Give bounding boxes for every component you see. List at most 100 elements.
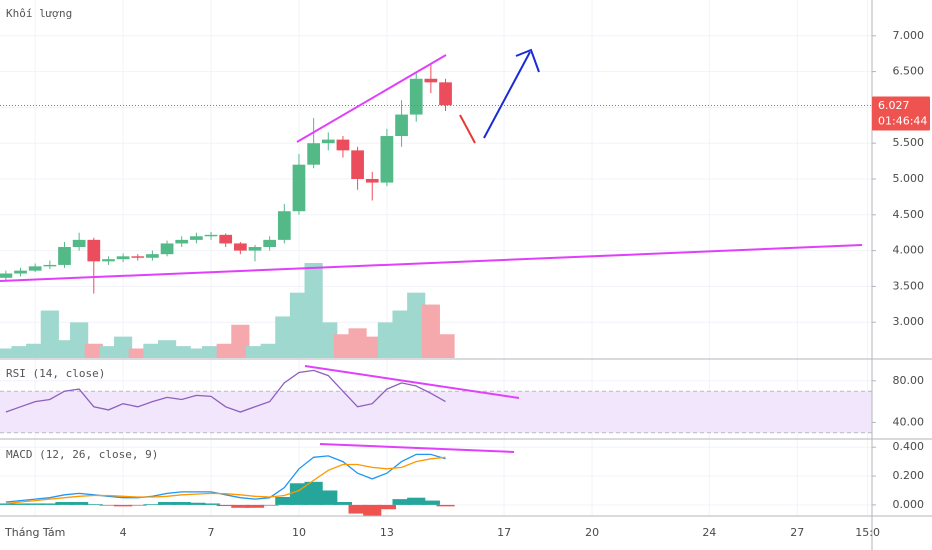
macd-divergence: [319, 443, 515, 453]
volume-bar: [143, 343, 162, 358]
volume-bar: [216, 343, 235, 358]
macd-histogram-bar: [0, 503, 15, 505]
candle-body: [292, 164, 306, 212]
macd-histogram-bar: [275, 496, 294, 505]
y-tick-label: 6.500: [893, 65, 925, 78]
volume-bar: [55, 340, 74, 358]
volume-bar: [157, 340, 177, 358]
macd-histogram-bar: [245, 504, 265, 508]
x-tick-label: 10: [292, 526, 306, 539]
macd-histogram-bar: [231, 504, 250, 508]
y-tick-label: 0.000: [893, 498, 925, 511]
volume-bar: [84, 343, 103, 358]
volume-bar: [114, 336, 133, 358]
macd-histogram-bar: [187, 502, 206, 505]
candle-body: [321, 139, 335, 144]
y-tick-label: 40.00: [893, 415, 925, 428]
up-arrow: [483, 51, 531, 139]
macd-histogram-bar: [70, 502, 89, 505]
grid: [0, 0, 872, 515]
y-tick-label: 0.200: [893, 469, 925, 482]
volume-bar: [377, 322, 396, 358]
volume-bar: [201, 346, 221, 358]
candle-body: [365, 179, 379, 183]
candle-body: [58, 247, 71, 265]
y-tick-label: 4.000: [893, 244, 925, 257]
candle-body: [439, 82, 452, 106]
macd-histogram-bar: [143, 504, 162, 505]
x-tick-label: 4: [120, 526, 127, 539]
candle-body: [102, 259, 115, 262]
resistance-trendline: [296, 54, 447, 143]
macd-histogram-bar: [26, 503, 45, 505]
macd-histogram-bar: [377, 504, 396, 510]
candle-body: [263, 239, 277, 248]
candle-body: [87, 239, 101, 262]
x-tick-label: Tháng Tám: [4, 526, 65, 539]
up-arrow-head: [515, 48, 540, 73]
down-projection: [459, 114, 476, 144]
x-tick-label: 13: [380, 526, 394, 539]
y-tick-label: 3.500: [893, 279, 925, 292]
macd-histogram-bar: [157, 502, 177, 505]
countdown-label: 01:46:44: [878, 114, 927, 127]
macd-histogram-bar: [260, 504, 279, 506]
volume-bar: [26, 343, 45, 358]
macd-title: MACD (12, 26, close, 9): [6, 448, 158, 461]
candle-body: [277, 211, 291, 240]
y-tick-label: 80.00: [893, 374, 925, 387]
macd-histogram-bar: [363, 504, 382, 517]
support-trendline: [0, 244, 863, 282]
y-tick-label: 5.500: [893, 136, 925, 149]
volume-bar: [421, 304, 440, 358]
volume-bar: [70, 322, 89, 358]
x-tick-label: 20: [585, 526, 599, 539]
candle-body: [336, 139, 350, 151]
last-price-label: 6.027: [878, 99, 910, 112]
volume-bar: [363, 336, 382, 358]
macd-histogram-bar: [319, 490, 338, 505]
macd-histogram-bar: [84, 504, 103, 505]
volume-bar: [11, 346, 30, 358]
volume-bar: [392, 310, 411, 358]
volume-bar: [40, 310, 59, 358]
macd-histogram-bar: [201, 503, 221, 505]
candle-body: [72, 239, 86, 248]
y-tick-label: 4.500: [893, 208, 925, 221]
y-tick-label: 5.000: [893, 172, 925, 185]
x-tick-label: 17: [497, 526, 511, 539]
macd-histogram-bar: [172, 502, 191, 505]
candle-body: [14, 270, 27, 274]
candle-body: [146, 254, 159, 258]
volume-bar: [128, 348, 147, 358]
candle-body: [175, 239, 189, 244]
volume-bar: [172, 346, 191, 358]
candle-body: [116, 256, 130, 260]
candle-body: [219, 234, 233, 244]
macd-histogram-bar: [289, 483, 309, 505]
candle-body: [0, 273, 13, 278]
macd-histogram-bar: [304, 481, 323, 505]
volume-bar: [319, 322, 338, 358]
y-tick-label: 7.000: [893, 29, 925, 42]
candle-body: [380, 136, 394, 183]
volume-bar: [0, 348, 15, 358]
macd-histogram-bar: [421, 500, 440, 505]
volume-bar: [436, 334, 455, 358]
macd-histogram-bar: [114, 504, 133, 507]
volume-bar: [245, 346, 265, 358]
macd-histogram-bar: [128, 504, 147, 506]
volume-bar: [348, 328, 367, 358]
candle-body: [160, 243, 174, 255]
candle-body: [190, 236, 203, 240]
marks: [0, 64, 872, 517]
candle-body: [233, 243, 247, 251]
macd-histogram-bar: [40, 503, 59, 505]
volume-title: Khối lượng: [6, 7, 72, 20]
candle-body: [131, 256, 145, 258]
macd-histogram-bar: [407, 497, 426, 505]
macd-histogram-bar: [333, 502, 353, 505]
candle-body: [307, 143, 320, 165]
macd-line: [5, 456, 446, 505]
x-tick-label: 15:0: [855, 526, 880, 539]
